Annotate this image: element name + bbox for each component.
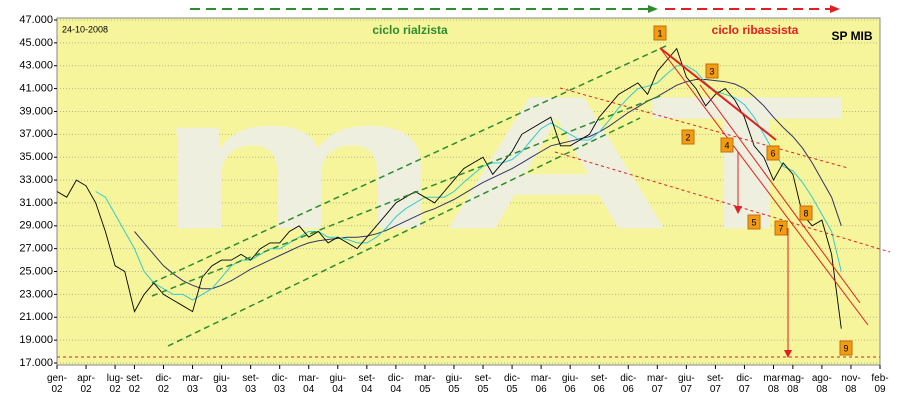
x-tick-label: mar-05 xyxy=(414,373,436,395)
marker-box xyxy=(705,63,719,79)
y-tick-label: 41.000 xyxy=(19,83,53,95)
x-tick-label: nov-08 xyxy=(841,373,861,395)
marker-box xyxy=(681,129,695,145)
marker-label: 1 xyxy=(657,28,662,38)
arrow-head xyxy=(734,206,742,214)
marker-box xyxy=(653,25,667,41)
red-dashed-line xyxy=(559,87,849,169)
marker-label: 7 xyxy=(778,223,783,233)
x-tick-label: mar-03 xyxy=(182,373,203,395)
marker-label: 2 xyxy=(685,132,690,142)
x-tick-label: dic-05 xyxy=(504,373,521,395)
x-tick-label: feb-09 xyxy=(871,373,889,395)
marker-label: 8 xyxy=(803,208,808,218)
x-tick-label: set-02 xyxy=(126,373,143,395)
x-tick-label: dic-06 xyxy=(620,373,637,395)
marker-label: 3 xyxy=(709,66,714,76)
annotation: ciclo ribassista xyxy=(712,23,799,37)
marker-box xyxy=(799,205,813,221)
marker-label: 4 xyxy=(724,140,729,150)
x-tick-label: giu-07 xyxy=(678,373,695,395)
y-tick-label: 47.000 xyxy=(19,14,53,26)
x-tick-label: mar-08 xyxy=(763,373,784,395)
chart-title: SP MIB xyxy=(831,29,872,43)
x-tick-label: set-07 xyxy=(707,373,724,395)
x-tick-label: mar-04 xyxy=(298,373,320,395)
trend-lines xyxy=(57,5,891,358)
arrow-head xyxy=(830,5,840,13)
y-tick-label: 27.000 xyxy=(19,243,53,255)
red-trend-line xyxy=(659,47,777,141)
x-tick-label: set-05 xyxy=(474,373,492,395)
x-tick-label: giu-04 xyxy=(329,373,347,395)
y-tick-label: 35.000 xyxy=(19,151,53,163)
marker-box xyxy=(720,137,734,153)
y-tick-label: 39.000 xyxy=(19,105,53,117)
series-line xyxy=(95,65,842,301)
y-tick-label: 33.000 xyxy=(19,174,53,186)
channel-line xyxy=(151,44,669,284)
channel-line xyxy=(151,95,661,297)
x-tick-label: mar-06 xyxy=(530,373,552,395)
y-tick-label: 17.000 xyxy=(19,357,53,369)
channel-line xyxy=(167,117,641,347)
date-label: 24-10-2008 xyxy=(62,24,108,34)
grid xyxy=(57,19,880,364)
red-dashed-line xyxy=(554,151,891,253)
y-tick-label: 43.000 xyxy=(19,60,53,72)
x-tick-label: gen-02 xyxy=(46,373,67,395)
x-tick-label: mag-08 xyxy=(781,373,805,395)
annotation: ciclo rialzista xyxy=(372,23,448,37)
y-tick-label: 37.000 xyxy=(19,128,53,140)
x-tick-label: dic-04 xyxy=(387,373,404,395)
marker-box xyxy=(747,214,761,230)
x-tick-label: dic-03 xyxy=(271,373,288,395)
arrow-head xyxy=(784,350,792,358)
marker-label: 6 xyxy=(770,148,775,158)
x-tick-label: mar-07 xyxy=(647,373,668,395)
y-tick-label: 19.000 xyxy=(19,334,53,346)
arrow-head xyxy=(648,5,658,13)
x-tick-label: dic-07 xyxy=(736,373,753,395)
x-tick-label: ago-08 xyxy=(811,373,832,395)
x-tick-label: set-06 xyxy=(590,373,608,395)
marker-label: 5 xyxy=(751,217,756,227)
marker-box xyxy=(774,220,788,236)
x-tick-label: dic-02 xyxy=(155,373,172,395)
series-line xyxy=(134,79,842,290)
marker-label: 9 xyxy=(843,343,848,353)
y-tick-label: 29.000 xyxy=(19,220,53,232)
x-tick-label: giu-06 xyxy=(561,373,579,395)
x-tick-label: lug-02 xyxy=(106,373,124,395)
red-trend-line xyxy=(659,47,869,326)
y-tick-label: 31.000 xyxy=(19,197,53,209)
y-tick-label: 21.000 xyxy=(19,311,53,323)
x-tick-label: set-03 xyxy=(242,373,259,395)
y-tick-label: 45.000 xyxy=(19,37,53,49)
y-tick-label: 25.000 xyxy=(19,265,53,277)
x-tick-label: giu-05 xyxy=(445,373,463,395)
x-tick-label: apr-02 xyxy=(77,373,95,395)
y-tick-label: 23.000 xyxy=(19,288,53,300)
x-tick-label: set-04 xyxy=(358,373,376,395)
red-trend-line xyxy=(699,84,861,304)
x-tick-label: giu-03 xyxy=(213,373,230,395)
marker-box xyxy=(839,340,853,356)
marker-box xyxy=(766,145,780,161)
